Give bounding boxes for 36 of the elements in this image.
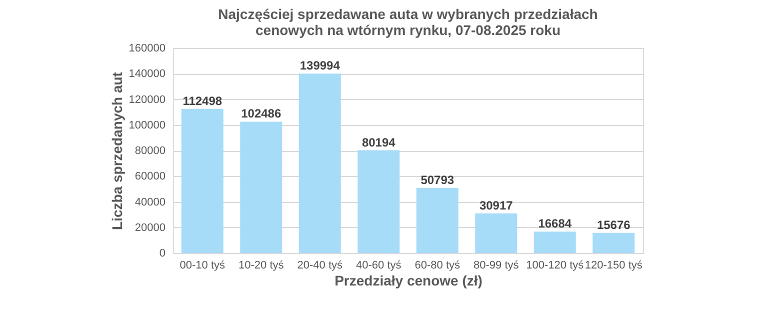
x-tick-label: 40-60 tyś [356, 260, 402, 272]
x-tick-label: 100-120 tyś [526, 260, 584, 272]
bar [416, 188, 458, 253]
data-label: 30917 [479, 198, 514, 212]
data-label: 80194 [362, 135, 396, 150]
data-label: 139994 [300, 58, 340, 73]
data-label: 50793 [420, 172, 454, 187]
x-tick-label: 10-20 tyś [238, 260, 284, 272]
bar [298, 74, 341, 253]
y-tick-label: 100000 [128, 119, 166, 132]
y-tick-label: 20000 [134, 222, 166, 234]
x-tick-label: 60-80 tyś [414, 260, 460, 272]
y-tick-label: 80000 [134, 145, 166, 157]
x-tick-label: 20-40 tyś [297, 260, 343, 272]
y-tick-label: 160000 [128, 42, 166, 54]
chart-title: Najczęściej sprzedawane auta w wybranych przedziałach cenowych na wtórnym rynku, 07-08.2025 roku [218, 6, 598, 38]
bar [592, 232, 635, 253]
y-tick-label: 60000 [134, 170, 166, 183]
x-axis-title: Przedziały cenowe (zł) [334, 272, 482, 288]
x-tick-label: 80-99 tyś [474, 260, 520, 272]
data-label: 16684 [538, 216, 572, 231]
y-axis-title: Liczba sprzedanych aut [108, 72, 125, 230]
bar [534, 232, 576, 253]
bar [475, 213, 518, 253]
data-label: 112498 [182, 94, 222, 108]
y-tick-label: 120000 [128, 94, 166, 106]
bar [358, 150, 400, 253]
y-tick-label: 140000 [128, 68, 166, 80]
y-tick-label: 0 [159, 248, 166, 260]
data-label: 102486 [241, 106, 282, 121]
bar [240, 122, 282, 253]
x-tick-label: 00-10 tyś [180, 260, 226, 272]
y-tick-label: 40000 [134, 196, 166, 208]
x-tick-label: 120-150 tyś [584, 260, 643, 272]
data-label: 15676 [596, 218, 631, 232]
bar [181, 108, 224, 253]
